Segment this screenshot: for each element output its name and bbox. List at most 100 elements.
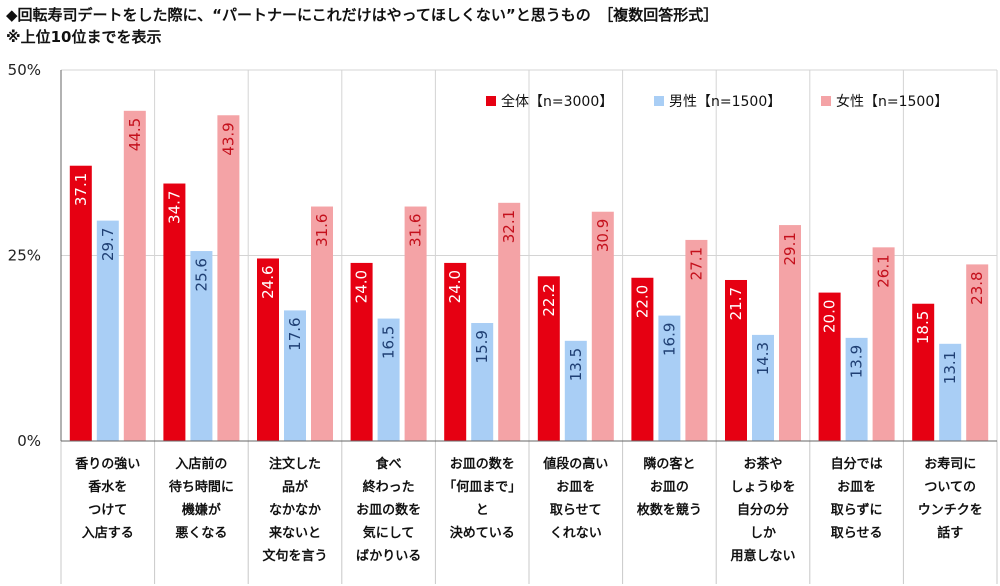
category-label: 香水を bbox=[87, 479, 127, 495]
y-tick-label: 50% bbox=[8, 61, 41, 79]
category-label: 枚数を競う bbox=[637, 502, 702, 518]
category-label: 終わった bbox=[363, 479, 415, 495]
category-label: 値段の高い bbox=[542, 456, 608, 472]
bar bbox=[471, 323, 494, 441]
data-label: 22.0 bbox=[633, 285, 651, 318]
bar bbox=[591, 211, 614, 441]
bar bbox=[311, 206, 333, 441]
category-label: お皿を bbox=[837, 480, 876, 495]
category-label: 自分の分 bbox=[737, 502, 789, 518]
category-label: お皿の数を bbox=[450, 456, 515, 472]
data-label: 24.0 bbox=[446, 270, 464, 303]
category-label: 取らずに bbox=[831, 502, 883, 518]
category-label: しょうゆを bbox=[730, 480, 795, 495]
data-label: 37.1 bbox=[72, 173, 90, 206]
bar bbox=[444, 262, 467, 441]
category-label: 待ち時間に bbox=[168, 479, 234, 495]
legend-swatch bbox=[654, 96, 664, 106]
bar bbox=[564, 340, 587, 441]
category-label: 自分では bbox=[831, 456, 883, 472]
bar bbox=[69, 165, 92, 441]
category-label: 注文した bbox=[269, 456, 321, 472]
category-label: 文句を言う bbox=[262, 548, 327, 564]
data-label: 24.0 bbox=[353, 270, 371, 303]
category-label: つけて bbox=[88, 503, 127, 518]
legend: 全体【n=3000】 男性【n=1500】 女性【n=1500】 bbox=[486, 93, 948, 110]
axes: 0% 25% 50% bbox=[8, 61, 997, 450]
legend-label: 男性【n=1500】 bbox=[669, 94, 781, 110]
bar bbox=[257, 258, 279, 441]
bar bbox=[284, 310, 306, 441]
data-label: 15.9 bbox=[473, 330, 491, 363]
data-label: 20.0 bbox=[821, 300, 839, 333]
category-label: 入店前の bbox=[175, 456, 227, 472]
category-label: 気にして bbox=[363, 525, 415, 541]
bar bbox=[818, 292, 841, 441]
bar bbox=[658, 315, 681, 441]
data-label: 29.1 bbox=[781, 232, 799, 265]
bar bbox=[404, 206, 427, 441]
data-label: 34.7 bbox=[165, 191, 183, 224]
data-label: 43.9 bbox=[219, 122, 237, 155]
category-label: なかなか bbox=[269, 503, 321, 518]
bar bbox=[217, 115, 240, 442]
y-tick-label: 0% bbox=[17, 432, 41, 450]
category-label: ついての bbox=[924, 480, 976, 495]
category-label: 入店する bbox=[82, 525, 134, 541]
data-label: 30.9 bbox=[594, 219, 612, 252]
category-label: お皿の数を bbox=[356, 502, 421, 518]
category-label: 悪くなる bbox=[175, 526, 227, 541]
bar bbox=[912, 303, 935, 441]
category-label: 「何皿まで」 bbox=[443, 479, 521, 495]
category-label: 機嫌が bbox=[182, 502, 221, 518]
data-label: 13.5 bbox=[567, 348, 585, 381]
chart-subtitle: ※上位10位までを表示 bbox=[6, 28, 162, 46]
category-label: 香りの強い bbox=[74, 456, 140, 472]
data-label: 16.9 bbox=[660, 323, 678, 356]
category-label: 決めている bbox=[450, 525, 515, 541]
category-label: ウンチクを bbox=[918, 503, 983, 518]
bar bbox=[96, 220, 119, 441]
grid-lines bbox=[60, 69, 998, 584]
data-label: 31.6 bbox=[313, 214, 331, 247]
category-label: 用意しない bbox=[729, 548, 795, 564]
category-label: 品が bbox=[282, 479, 308, 495]
bar bbox=[725, 279, 747, 441]
data-label: 22.2 bbox=[540, 283, 558, 316]
category-label: 取らせる bbox=[831, 526, 883, 541]
legend-swatch bbox=[821, 96, 831, 106]
data-label: 27.1 bbox=[687, 247, 705, 280]
bar bbox=[537, 276, 560, 441]
category-label: 隣の客と bbox=[643, 456, 695, 472]
data-label: 32.1 bbox=[500, 210, 518, 243]
bar bbox=[123, 110, 146, 441]
bar bbox=[872, 247, 895, 441]
data-label: 29.7 bbox=[99, 228, 117, 261]
bar bbox=[685, 239, 708, 441]
data-label: 16.5 bbox=[380, 326, 398, 359]
legend-label: 女性【n=1500】 bbox=[836, 93, 948, 110]
category-label: お寿司に bbox=[924, 456, 976, 472]
value-labels: 37.1 29.7 44.5 34.7 25.6 43.9 24.6 17.6 31.6 24.0… bbox=[72, 118, 986, 384]
bar bbox=[377, 318, 400, 441]
data-label: 44.5 bbox=[126, 118, 144, 151]
bar bbox=[939, 343, 962, 441]
bar bbox=[631, 277, 654, 441]
category-label: 食べ bbox=[376, 456, 402, 472]
data-label: 13.9 bbox=[848, 345, 866, 378]
bar bbox=[163, 183, 186, 441]
data-label: 14.3 bbox=[754, 342, 772, 375]
category-label: お皿を bbox=[556, 480, 595, 495]
bar bbox=[498, 202, 521, 441]
category-label: ばかりいる bbox=[356, 549, 421, 564]
legend-swatch bbox=[486, 96, 496, 106]
data-label: 25.6 bbox=[192, 258, 210, 291]
data-label: 17.6 bbox=[286, 317, 304, 350]
data-label: 26.1 bbox=[875, 254, 893, 287]
data-label: 13.1 bbox=[941, 351, 959, 384]
y-tick-label: 25% bbox=[8, 247, 41, 265]
category-label: しか bbox=[750, 526, 776, 541]
data-label: 24.6 bbox=[259, 265, 277, 298]
